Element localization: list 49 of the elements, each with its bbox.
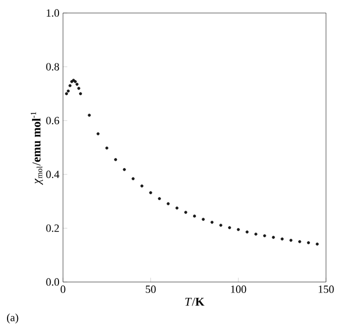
- point: [184, 210, 188, 214]
- y-tick-label: 0.0: [46, 278, 60, 286]
- point: [149, 191, 152, 194]
- point: [74, 80, 77, 84]
- point: [122, 168, 126, 172]
- point: [166, 202, 170, 206]
- point: [306, 241, 310, 244]
- point: [68, 84, 72, 88]
- x-tick-label: 150: [318, 286, 334, 293]
- y-tick-label: 0.8: [46, 63, 60, 71]
- point: [70, 80, 74, 84]
- point: [105, 146, 108, 150]
- x-tick-label: 50: [146, 286, 156, 293]
- point: [76, 82, 79, 86]
- point: [88, 114, 91, 117]
- point: [193, 214, 196, 218]
- point: [254, 232, 258, 236]
- point: [219, 224, 222, 227]
- point: [114, 158, 118, 162]
- text: (a): [7, 314, 18, 324]
- point: [263, 234, 266, 238]
- y-tick-label: 0.6: [46, 116, 60, 124]
- point: [175, 206, 178, 210]
- point: [272, 236, 275, 239]
- point: [65, 92, 68, 96]
- point: [236, 228, 240, 232]
- y-tick-label: 0.4: [46, 170, 60, 178]
- point: [246, 230, 249, 234]
- point: [79, 92, 82, 96]
- point: [210, 220, 214, 224]
- point: [140, 184, 144, 188]
- point: [77, 86, 80, 90]
- point: [202, 218, 205, 221]
- point: [72, 78, 76, 82]
- point: [316, 242, 319, 246]
- point: [289, 238, 292, 242]
- x-axis-title: T/K: [185, 298, 204, 306]
- point: [298, 240, 302, 244]
- point: [66, 90, 70, 93]
- point: [132, 177, 135, 180]
- point: [280, 237, 284, 240]
- point: [158, 197, 161, 200]
- y-axis-title: χ$_{mol}$/emu mol$^{-1}$: [30, 112, 43, 185]
- y-tick-label: 0.2: [46, 224, 59, 232]
- y-tick-label: 1.0: [46, 9, 60, 17]
- x-tick-label: 100: [231, 286, 246, 293]
- point: [228, 226, 232, 230]
- x-tick-label: 0: [60, 286, 66, 293]
- point: [96, 132, 100, 136]
